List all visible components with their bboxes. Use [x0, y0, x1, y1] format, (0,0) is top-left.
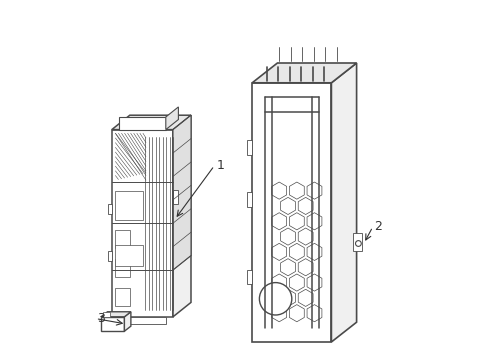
- Polygon shape: [119, 117, 166, 130]
- Polygon shape: [331, 63, 357, 342]
- Polygon shape: [247, 270, 252, 284]
- Circle shape: [259, 283, 292, 315]
- Polygon shape: [173, 115, 191, 317]
- Bar: [116, 191, 143, 220]
- Polygon shape: [353, 233, 362, 251]
- Polygon shape: [101, 312, 131, 317]
- Text: 1: 1: [216, 159, 224, 172]
- Polygon shape: [173, 189, 178, 204]
- Circle shape: [356, 240, 361, 246]
- Polygon shape: [247, 140, 252, 155]
- Bar: [116, 245, 143, 266]
- Polygon shape: [173, 115, 191, 270]
- Polygon shape: [124, 312, 131, 331]
- Polygon shape: [247, 192, 252, 207]
- Polygon shape: [103, 312, 110, 317]
- Polygon shape: [112, 115, 191, 130]
- Polygon shape: [119, 317, 166, 324]
- Polygon shape: [166, 107, 178, 130]
- Bar: [116, 230, 130, 248]
- Polygon shape: [252, 83, 331, 342]
- Text: 3: 3: [98, 312, 105, 325]
- Text: 2: 2: [374, 220, 383, 233]
- Polygon shape: [101, 317, 124, 331]
- Bar: [116, 259, 130, 277]
- Polygon shape: [112, 130, 173, 317]
- Polygon shape: [252, 63, 357, 83]
- Polygon shape: [108, 251, 112, 261]
- Polygon shape: [108, 204, 112, 214]
- Bar: [116, 288, 130, 306]
